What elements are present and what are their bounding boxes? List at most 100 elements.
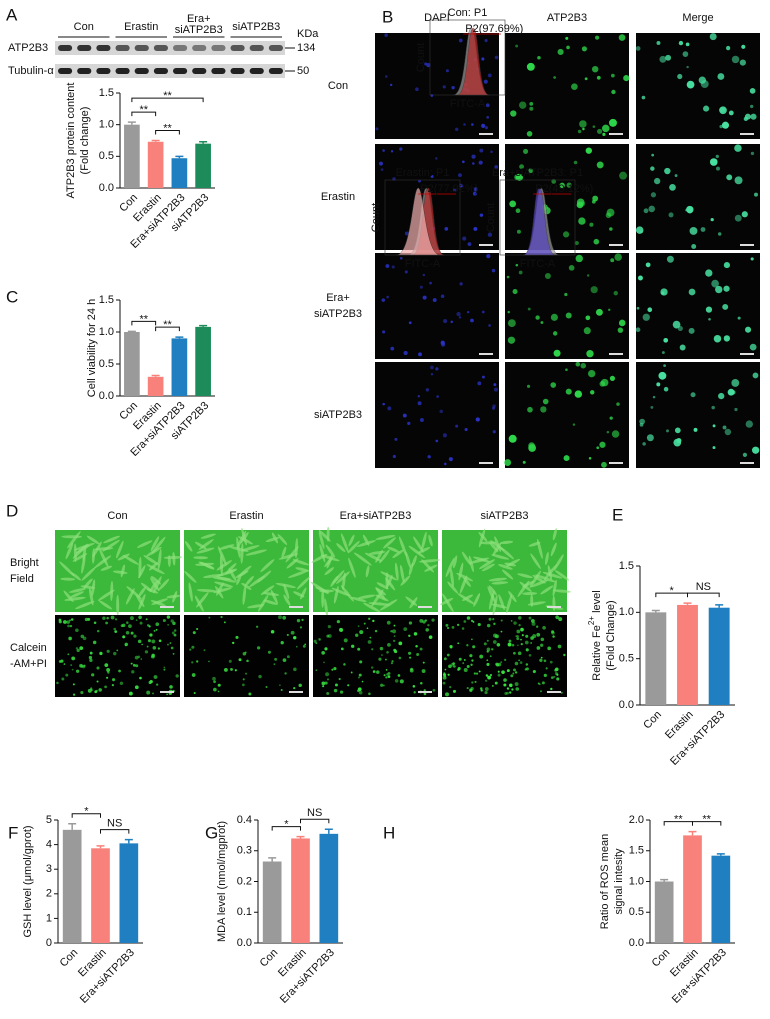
- cell: [679, 344, 686, 351]
- cell: [286, 558, 299, 569]
- cell: [511, 688, 514, 691]
- y-tick-label: 2.0: [629, 814, 644, 826]
- cell: [60, 577, 76, 581]
- cell: [688, 327, 695, 334]
- cell: [70, 664, 73, 667]
- cell: [348, 534, 355, 547]
- cell: [470, 663, 473, 666]
- cell: [93, 621, 97, 625]
- lane-label: Erastin: [124, 21, 158, 33]
- cell: [336, 543, 346, 553]
- cell: [522, 460, 526, 464]
- cell: [513, 621, 517, 625]
- cell: [172, 590, 178, 603]
- cell: [686, 80, 695, 89]
- cell: [485, 674, 489, 677]
- cell: [249, 575, 265, 588]
- cell: [710, 217, 714, 222]
- cell: [130, 631, 134, 635]
- cell: [147, 639, 152, 643]
- cell: [491, 603, 507, 609]
- significance-bracket: [100, 829, 130, 834]
- x-axis-label: FITC-A: [450, 98, 486, 110]
- cell: [96, 666, 100, 670]
- cell: [366, 627, 369, 630]
- cell: [593, 238, 600, 245]
- cell: [171, 631, 175, 635]
- cell: [514, 682, 519, 686]
- cell: [606, 430, 610, 434]
- cell: [455, 424, 459, 428]
- cell: [145, 618, 148, 621]
- bar: [91, 848, 110, 943]
- error-bar: [715, 604, 724, 608]
- cell: [520, 643, 523, 646]
- cell: [200, 533, 216, 539]
- cell: [419, 418, 424, 423]
- cell: [425, 628, 429, 632]
- cell: [443, 657, 447, 661]
- cell: [547, 565, 553, 581]
- cell: [82, 665, 86, 669]
- cell: [741, 211, 748, 218]
- cell: [69, 624, 73, 628]
- y-axis-label: GSH level (μmol/gprot): [22, 825, 34, 937]
- cell: [155, 628, 158, 631]
- cell: [150, 536, 160, 552]
- cell: [550, 687, 553, 691]
- cell: [741, 44, 746, 49]
- cell: [119, 681, 124, 685]
- cell: [427, 455, 431, 459]
- lane-label: Era+: [187, 13, 211, 25]
- cell: [535, 574, 556, 583]
- column-label: siATP2B3: [480, 510, 528, 522]
- y-tick-label: 0.5: [629, 906, 644, 918]
- cell: [189, 648, 192, 651]
- significance-label: **: [163, 122, 172, 134]
- cell: [359, 630, 364, 635]
- cell: [339, 690, 344, 694]
- cell: [497, 673, 501, 677]
- cell: [118, 669, 121, 673]
- cell: [493, 633, 497, 638]
- blot-row-label: Tubulin-α: [8, 65, 54, 77]
- cell: [350, 596, 367, 602]
- scale-bar: [609, 462, 623, 464]
- cell: [387, 642, 391, 647]
- cell: [75, 669, 80, 673]
- y-axis-label: signal intesity: [613, 848, 625, 915]
- cell: [705, 269, 713, 277]
- gate-label: P2(97.69%): [465, 23, 523, 35]
- cell: [282, 658, 287, 663]
- cell: [478, 160, 483, 165]
- cell: [428, 635, 433, 639]
- cell: [69, 591, 84, 599]
- cell: [722, 425, 727, 430]
- cell: [91, 673, 95, 677]
- cell: [390, 83, 393, 87]
- micrograph: [636, 362, 760, 468]
- cell: [263, 592, 280, 596]
- cell: [493, 622, 496, 626]
- cell: [293, 667, 297, 672]
- cell: [537, 55, 541, 60]
- cell: [137, 540, 153, 548]
- cell: [618, 319, 626, 327]
- y-axis-label: MDA level (nmol/mgprot): [216, 821, 228, 942]
- cell: [459, 282, 463, 286]
- cell: [674, 174, 678, 177]
- cell: [144, 650, 149, 654]
- blot-band: [230, 45, 245, 51]
- cell: [435, 157, 438, 160]
- cell: [728, 110, 734, 116]
- cell: [407, 421, 411, 426]
- cell: [162, 618, 166, 623]
- y-tick-label: 0.5: [619, 653, 634, 665]
- y-tick-label: 0.1: [237, 906, 252, 918]
- bar: [124, 124, 140, 188]
- cell: [749, 104, 754, 109]
- cell: [92, 640, 97, 645]
- y-tick-label: 1.0: [99, 119, 114, 131]
- cell: [447, 673, 450, 676]
- cell: [458, 657, 462, 661]
